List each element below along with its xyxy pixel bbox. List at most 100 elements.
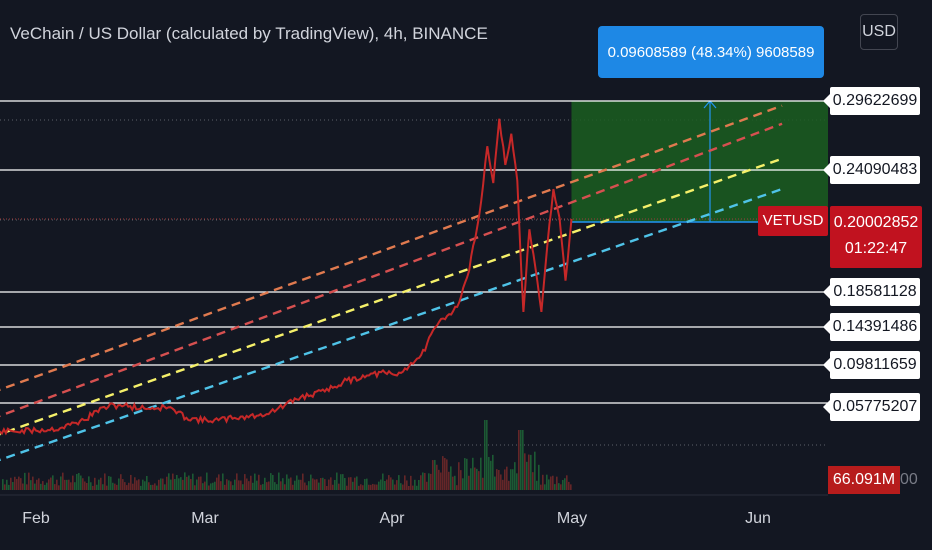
volume-bar xyxy=(410,475,412,490)
price-axis-label: 0.14391486 xyxy=(823,313,920,341)
volume-bar xyxy=(370,484,372,490)
volume-bar xyxy=(518,430,520,490)
volume-bar xyxy=(542,474,544,490)
volume-bar xyxy=(478,471,480,490)
volume-bar xyxy=(362,485,364,490)
volume-bar xyxy=(280,481,282,490)
currency-button[interactable]: USD xyxy=(860,14,898,50)
volume-bar xyxy=(40,483,42,490)
volume-bar xyxy=(70,482,72,490)
volume-bar xyxy=(326,485,328,490)
volume-bar xyxy=(516,473,518,490)
volume-bar xyxy=(206,472,208,490)
volume-bar xyxy=(520,430,522,490)
volume-bar xyxy=(544,484,546,490)
volume-bar xyxy=(240,480,242,490)
volume-bar xyxy=(298,479,300,490)
volume-bar xyxy=(28,472,30,490)
volume-bar xyxy=(180,477,182,490)
price-axis-label: 0.29622699 xyxy=(823,87,920,115)
volume-bar xyxy=(470,468,472,490)
volume-bar xyxy=(476,468,478,490)
volume-bar xyxy=(150,484,152,490)
volume-bar xyxy=(260,484,262,490)
volume-bar xyxy=(154,483,156,490)
volume-bar xyxy=(166,476,168,490)
volume-bar xyxy=(152,484,154,490)
volume-bar xyxy=(46,482,48,490)
symbol-badge: VETUSD xyxy=(758,206,828,236)
volume-bar xyxy=(448,471,450,490)
volume-bar xyxy=(430,473,432,490)
volume-bar xyxy=(196,479,198,490)
volume-bar xyxy=(328,479,330,490)
measure-tooltip: 0.09608589 (48.34%) 9608589 xyxy=(598,26,824,78)
volume-bar xyxy=(432,460,434,490)
volume-bar xyxy=(142,479,144,490)
volume-bar xyxy=(30,480,32,490)
volume-bar xyxy=(204,481,206,490)
volume-bar xyxy=(100,477,102,490)
volume-bar xyxy=(376,484,378,490)
volume-bar xyxy=(436,464,438,490)
volume-bar xyxy=(338,483,340,490)
channel-line xyxy=(0,104,783,391)
channel-line xyxy=(0,157,783,436)
volume-bar xyxy=(454,475,456,490)
volume-bar xyxy=(552,475,554,490)
volume-bar xyxy=(414,479,416,490)
price-line xyxy=(0,118,573,436)
volume-bar xyxy=(534,451,536,490)
volume-bar xyxy=(16,479,18,490)
volume-bar xyxy=(434,459,436,490)
volume-bar xyxy=(468,475,470,490)
volume-bar xyxy=(508,480,510,490)
volume-bar xyxy=(194,485,196,490)
volume-bar xyxy=(488,456,490,490)
volume-bar xyxy=(136,480,138,490)
volume-bar xyxy=(360,484,362,490)
volume-bar xyxy=(408,485,410,490)
volume-bar xyxy=(202,483,204,490)
volume-bar xyxy=(138,479,140,490)
volume-bar xyxy=(396,480,398,490)
volume-bar xyxy=(526,461,528,490)
volume-bar xyxy=(188,475,190,490)
volume-bar xyxy=(244,474,246,490)
volume-bar xyxy=(538,464,540,490)
volume-bar xyxy=(56,479,58,490)
volume-bar xyxy=(218,474,220,490)
volume-bar xyxy=(296,475,298,490)
volume-bar xyxy=(290,477,292,490)
last-price-badge: 0.20002852 01:22:47 xyxy=(830,206,922,268)
volume-bar xyxy=(214,481,216,490)
volume-bar xyxy=(120,474,122,490)
volume-bar xyxy=(444,457,446,490)
volume-bar xyxy=(170,479,172,490)
volume-bar xyxy=(118,478,120,490)
volume-bar xyxy=(452,476,454,490)
volume-bar xyxy=(210,483,212,490)
volume-bar xyxy=(382,473,384,490)
volume-bar xyxy=(20,478,22,490)
volume-bar xyxy=(76,473,78,490)
volume-bar xyxy=(422,472,424,490)
volume-bar xyxy=(420,475,422,490)
volume-bar xyxy=(536,480,538,490)
volume-bar xyxy=(530,454,532,490)
volume-bar xyxy=(514,462,516,490)
price-axis-label: 0.09811659 xyxy=(823,351,920,379)
volume-bar xyxy=(318,482,320,490)
volume-bar xyxy=(324,479,326,490)
volume-bar xyxy=(258,474,260,490)
volume-bar xyxy=(446,459,448,490)
volume-bar xyxy=(98,479,100,490)
volume-bar xyxy=(174,479,176,490)
volume-bar xyxy=(268,481,270,490)
volume-bar xyxy=(110,476,112,490)
volume-bar xyxy=(208,485,210,490)
volume-bar xyxy=(278,472,280,490)
volume-bar xyxy=(192,473,194,490)
volume-bar xyxy=(378,481,380,490)
